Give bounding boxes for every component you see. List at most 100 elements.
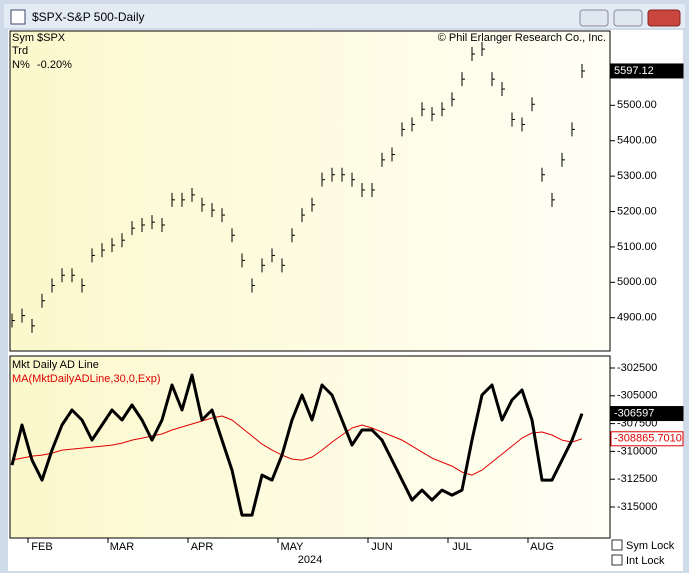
price-bar [551,192,555,207]
x-tick-label: JUL [452,541,472,553]
price-bar [291,228,295,243]
series-line [11,415,583,476]
last-value-label: -306597 [614,407,654,419]
y-tick-label: 5000.00 [617,276,657,288]
price-bar [411,117,415,132]
y-tick-label: -315000 [617,501,657,513]
price-bar [181,192,185,207]
checkbox-label: Sym Lock [626,540,675,552]
price-bar [191,187,195,202]
price-bar [321,172,325,187]
checkbox-label: Int Lock [626,555,665,567]
price-bar [541,167,545,182]
price-bar [11,313,15,328]
title-bar [4,4,685,28]
price-bar [111,238,115,253]
price-bar [101,243,105,258]
copyright: © Phil Erlanger Research Co., Inc. [438,32,606,44]
price-bar [31,318,35,333]
price-bar [341,167,345,182]
price-bar [51,278,55,293]
price-bar [201,197,205,212]
y-tick-label: -310000 [617,445,657,457]
last-value-box [610,431,684,447]
price-bar [281,258,285,273]
legend-entry: MA(MktDailyADLine,30,0,Exp) [12,373,161,385]
price-bar [301,208,305,223]
checkbox[interactable] [611,554,623,566]
legend-entry: Mkt Daily AD Line [12,359,99,371]
x-tick-label: MAR [110,541,135,553]
price-bar [461,72,465,87]
price-bar [471,47,475,62]
price-bar [401,122,405,137]
y-tick-label: 5300.00 [617,170,657,182]
price-bar [221,208,225,223]
x-tick-label: APR [191,541,214,553]
price-bar [61,268,65,283]
price-bar [511,112,515,127]
x-axis-label: 2024 [298,554,322,566]
minimize-button[interactable] [579,9,609,27]
price-bar [121,233,125,248]
y-tick-label: 5400.00 [617,135,657,147]
last-value-box [610,406,684,422]
price-bar [41,293,45,308]
price-bar [271,248,275,263]
price-bar [91,248,95,263]
x-tick-label: FEB [31,541,52,553]
y-tick-label: 5200.00 [617,205,657,217]
x-tick-label: JUN [371,541,392,553]
window-title: $SPX-S&P 500-Daily [32,10,145,24]
info-label: Trd [12,45,28,57]
price-bar [501,82,505,97]
price-bar [231,228,235,243]
price-bar [71,268,75,283]
price-bar [391,147,395,162]
info-text: -0.20% [37,59,72,71]
price-bar [171,192,175,207]
info-label: Sym [12,32,34,44]
y-tick-label: 4900.00 [617,312,657,324]
price-bar [211,203,215,218]
price-bar [141,217,145,232]
price-bar [371,182,375,197]
price-bar [531,97,535,112]
maximize-button[interactable] [613,9,643,27]
price-bar [261,258,265,273]
price-bar [81,278,85,293]
x-tick-label: AUG [530,541,554,553]
last-value-box [610,63,684,79]
close-button[interactable] [647,9,681,27]
price-bar [431,107,435,122]
price-bar [421,102,425,117]
price-bar [441,102,445,117]
x-tick-label: MAY [280,541,304,553]
price-bar [381,152,385,167]
price-bar [481,42,485,57]
series-line [10,373,584,517]
price-bar [151,215,155,230]
price-bar [361,182,365,197]
price-bar [251,278,255,293]
price-bar [331,167,335,182]
price-bar [241,253,245,268]
price-bar [451,92,455,107]
y-tick-label: 5500.00 [617,99,657,111]
price-bar [21,308,25,323]
price-bar [581,63,585,78]
price-bar [521,117,525,132]
y-tick-label: -312500 [617,473,657,485]
price-bar [311,197,315,212]
price-bar [131,221,135,236]
info-label: N% [12,59,30,71]
checkbox[interactable] [611,539,623,551]
price-bar [561,152,565,167]
price-bar [571,122,575,137]
y-tick-label: 5100.00 [617,241,657,253]
ad-plot [9,355,611,539]
info-text: $SPX [37,32,66,44]
last-value-label: 5597.12 [614,65,654,77]
app-icon [10,9,26,25]
